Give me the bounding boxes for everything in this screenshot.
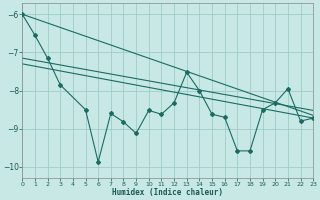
X-axis label: Humidex (Indice chaleur): Humidex (Indice chaleur) [112,188,223,197]
